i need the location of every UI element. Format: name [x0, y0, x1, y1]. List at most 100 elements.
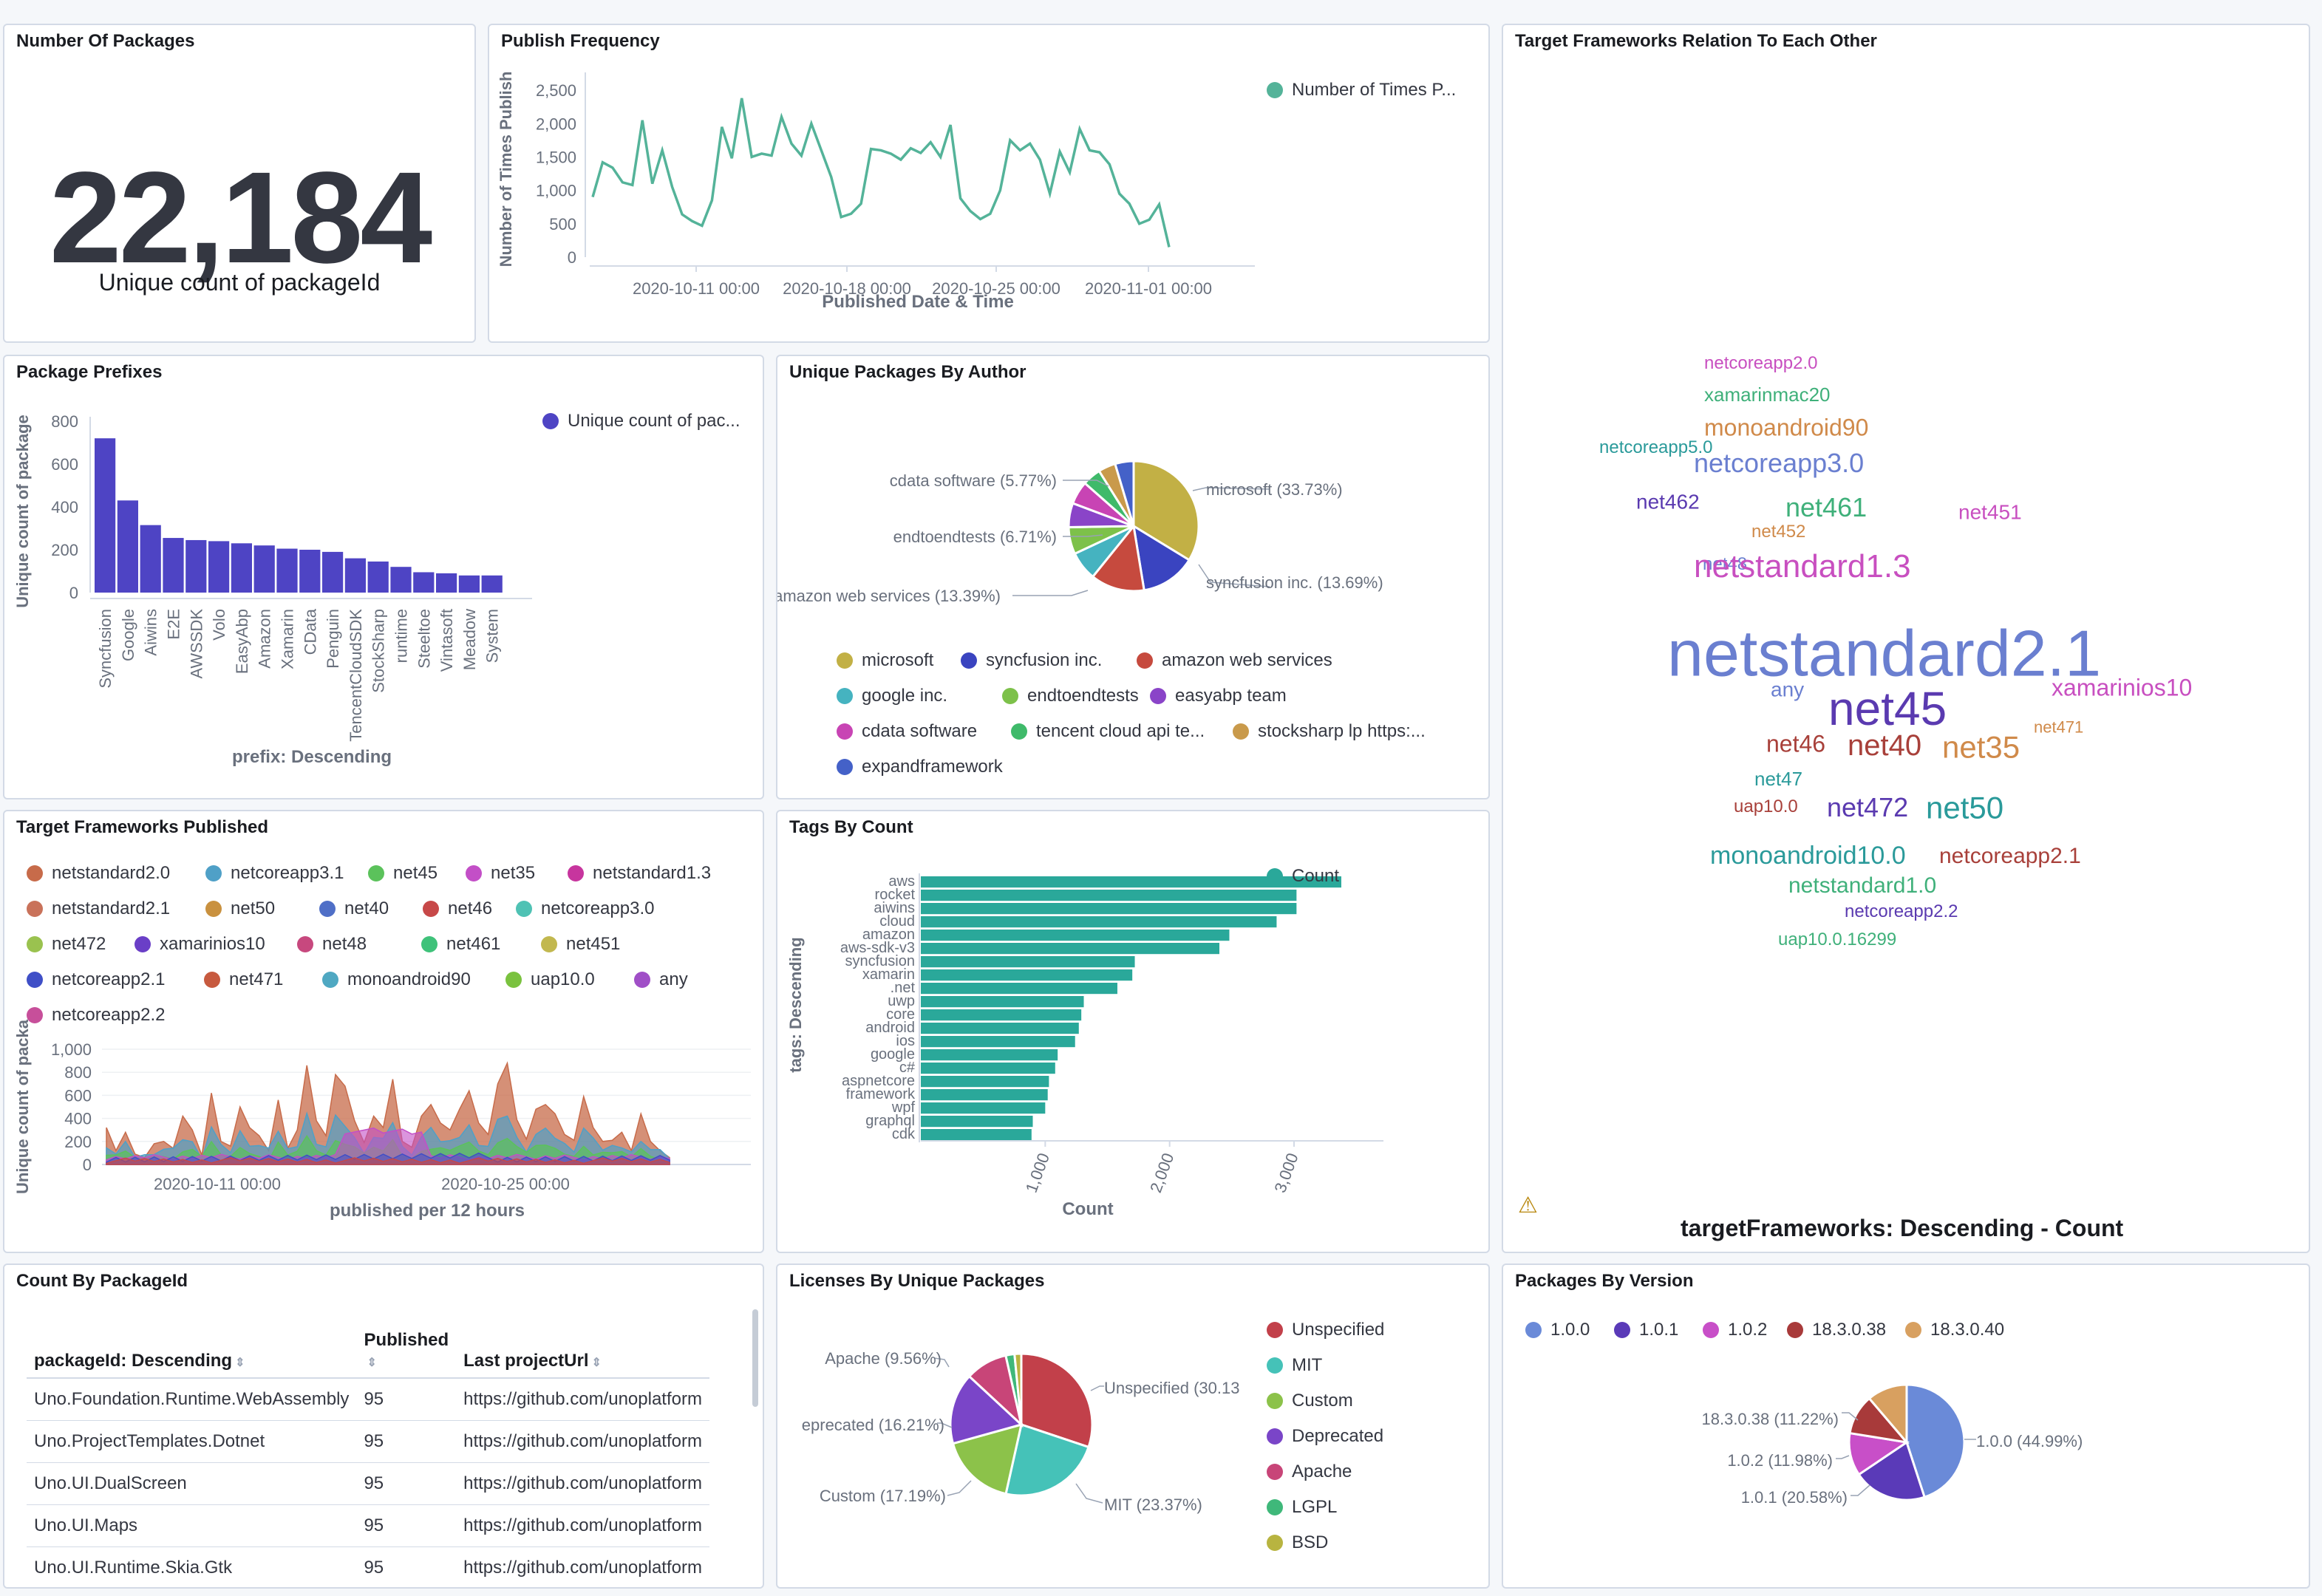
legend-item[interactable]: MIT — [1267, 1355, 1322, 1376]
legend-item[interactable]: net461 — [421, 934, 500, 955]
legend-item[interactable]: net451 — [541, 934, 620, 955]
legend-item[interactable]: 18.3.0.38 — [1787, 1320, 1886, 1340]
legend-item[interactable]: stocksharp lp https:... — [1233, 721, 1426, 742]
legend-item[interactable]: uap10.0 — [505, 969, 595, 990]
col-packageid[interactable]: packageId: Descending ⇕ — [27, 1324, 357, 1379]
legend-item[interactable]: 1.0.2 — [1703, 1320, 1767, 1340]
legend-label: monoandroid90 — [347, 969, 471, 989]
x-tick-label: 2,000 — [1146, 1150, 1177, 1195]
legend-item[interactable]: Deprecated — [1267, 1426, 1383, 1447]
legend-item[interactable]: Unspecified — [1267, 1320, 1384, 1340]
y-tick-label: google — [871, 1046, 915, 1063]
legend-item[interactable]: netstandard2.0 — [27, 863, 170, 884]
legend-dot — [1787, 1322, 1803, 1338]
prefixes-title: Package Prefixes — [16, 362, 163, 382]
legend-item[interactable]: net48 — [297, 934, 367, 955]
frameworks-legend[interactable]: netstandard2.0 netcoreapp3.1 net45 net35 net… — [27, 863, 758, 1114]
legend-item[interactable]: netcoreapp3.1 — [205, 863, 344, 884]
legend-dot — [1002, 688, 1018, 704]
pie-label-leader — [1851, 1484, 1870, 1496]
legend-item[interactable]: microsoft — [837, 650, 933, 671]
legend-item[interactable]: easyabp team — [1150, 686, 1287, 706]
legend-label: net48 — [322, 934, 367, 954]
legend-item[interactable]: netcoreapp3.0 — [516, 898, 654, 919]
table-row[interactable]: Uno.UI.Runtime.Skia.Gtk 95 https://github.… — [27, 1546, 709, 1587]
legend-item[interactable]: any — [634, 969, 688, 990]
wordcloud-word: netcoreapp5.0 — [1599, 437, 1712, 457]
versions-legend[interactable]: 1.0.0 1.0.1 1.0.2 18.3.0.38 18.3.0.40 — [1525, 1320, 2294, 1349]
wordcloud-word: net35 — [1942, 730, 2020, 765]
col-published[interactable]: Published ⇕ — [356, 1324, 457, 1379]
cell-url[interactable]: https://github.com/unoplatform — [456, 1462, 709, 1505]
x-tick-label: TencentCloudSDK — [347, 609, 365, 742]
legend-item[interactable]: 18.3.0.40 — [1905, 1320, 2004, 1340]
legend-item[interactable]: net471 — [204, 969, 283, 990]
y-tick-label: aiwins — [874, 900, 915, 916]
versions-title: Packages By Version — [1515, 1271, 1694, 1291]
bar — [481, 575, 503, 593]
legend-item[interactable]: Custom — [1267, 1391, 1353, 1411]
y-tick-label: 1,000 — [536, 182, 576, 200]
author-panel: Unique Packages By Author microsoft (33.… — [776, 355, 1490, 799]
publish-title: Publish Frequency — [501, 31, 660, 51]
table-row[interactable]: Uno.UI.DualScreen 95 https://github.com/un… — [27, 1462, 709, 1505]
legend-item[interactable]: syncfusion inc. — [961, 650, 1102, 671]
legend-item[interactable]: netcoreapp2.1 — [27, 969, 165, 990]
legend-item[interactable]: net46 — [423, 898, 492, 919]
licenses-legend[interactable]: Unspecified MIT Custom Deprecated Apache LGPL… — [1267, 1320, 1481, 1578]
legend-dot — [135, 936, 151, 952]
cell-url[interactable]: https://github.com/unoplatform — [456, 1504, 709, 1547]
legend-item[interactable]: endtoendtests — [1002, 686, 1139, 706]
legend-label: netcoreapp3.0 — [541, 898, 655, 918]
legend-item[interactable]: cdata software — [837, 721, 977, 742]
legend-item[interactable]: 1.0.1 — [1614, 1320, 1678, 1340]
pie-label-leader — [1012, 590, 1089, 596]
warning-icon[interactable]: ⚠ — [1518, 1193, 1538, 1218]
legend-item[interactable]: net45 — [368, 863, 437, 884]
cell-id: Uno.ProjectTemplates.Dotnet — [27, 1420, 357, 1463]
legend-dot — [1267, 1357, 1283, 1374]
legend-item[interactable]: monoandroid90 — [322, 969, 471, 990]
author-legend[interactable]: microsoft syncfusion inc. amazon web servi… — [837, 650, 1472, 798]
bar — [436, 573, 457, 593]
legend-item[interactable]: net472 — [27, 934, 106, 955]
legend-item[interactable]: tencent cloud api te... — [1011, 721, 1205, 742]
legend-item[interactable]: BSD — [1267, 1532, 1328, 1553]
y-axis-title: Unique count of package — [13, 415, 32, 608]
y-tick-label: 2,500 — [536, 81, 576, 100]
table-row[interactable]: Uno.Foundation.Runtime.WebAssembly 95 http… — [27, 1378, 709, 1421]
table-row[interactable]: Uno.UI.Maps 95 https://github.com/unoplatf… — [27, 1504, 709, 1547]
legend-item[interactable]: netstandard2.1 — [27, 898, 170, 919]
bar — [921, 1036, 1075, 1048]
pie-slice — [1857, 1440, 1927, 1501]
bar — [921, 916, 1277, 928]
legend-item[interactable]: net50 — [205, 898, 275, 919]
legend-item[interactable]: xamarinios10 — [135, 934, 265, 955]
legend-item[interactable]: netstandard1.3 — [568, 863, 711, 884]
cell-url[interactable]: https://github.com/unoplatform — [456, 1546, 709, 1587]
table-row[interactable]: Uno.ProjectTemplates.Dotnet 95 https://git… — [27, 1420, 709, 1463]
wordcloud-word: uap10.0.16299 — [1778, 930, 1896, 949]
legend-item[interactable]: netcoreapp2.2 — [27, 1005, 165, 1026]
legend-dot — [1011, 723, 1027, 740]
y-tick-label: framework — [846, 1086, 916, 1102]
legend-label: netcoreapp2.2 — [52, 1005, 166, 1025]
legend-item[interactable]: Apache — [1267, 1462, 1352, 1482]
bar — [921, 1063, 1055, 1074]
legend-item[interactable]: google inc. — [837, 686, 947, 706]
legend-label: tencent cloud api te... — [1036, 721, 1205, 741]
cell-url[interactable]: https://github.com/unoplatform — [456, 1420, 709, 1463]
wordcloud-word: netcoreapp2.0 — [1704, 353, 1817, 373]
table-scrollbar[interactable] — [752, 1309, 758, 1407]
wordcloud-word: net50 — [1926, 791, 2003, 825]
legend-item[interactable]: 1.0.0 — [1525, 1320, 1590, 1340]
legend-item[interactable]: net40 — [319, 898, 389, 919]
col-url[interactable]: Last projectUrl ⇕ — [456, 1324, 709, 1379]
cell-url[interactable]: https://github.com/unoplatform — [456, 1378, 709, 1421]
legend-item[interactable]: amazon web services — [1137, 650, 1332, 671]
legend-item[interactable]: LGPL — [1267, 1497, 1337, 1518]
legend-item[interactable]: expandframework — [837, 757, 1003, 777]
legend-item[interactable]: net35 — [466, 863, 535, 884]
x-tick-label: Aiwins — [142, 609, 160, 656]
x-tick-label: Volo — [210, 609, 228, 641]
